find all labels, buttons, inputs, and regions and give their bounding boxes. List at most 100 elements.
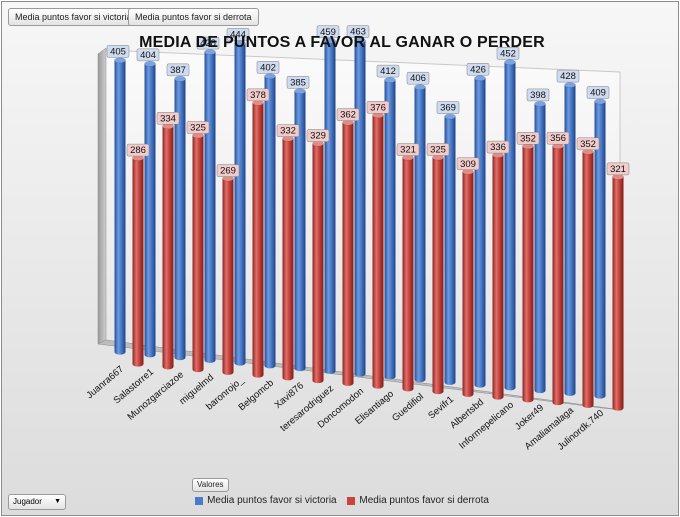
bar-victory-5[interactable] (264, 73, 276, 369)
bar-defeat-15[interactable] (582, 148, 594, 408)
bar-victory-3-body (204, 52, 216, 363)
label-victory-4-text: 444 (230, 29, 246, 40)
label-victory-13: 452 (496, 47, 520, 60)
axis-field-dropdown[interactable]: Jugador ▼ (8, 494, 66, 510)
label-defeat-11: 309 (456, 157, 480, 171)
bar-defeat-5[interactable] (282, 135, 294, 381)
label-defeat-12: 336 (486, 140, 510, 154)
bar-victory-9-cap (384, 77, 396, 83)
label-defeat-4-text: 378 (250, 90, 266, 101)
bar-defeat-1[interactable] (162, 123, 174, 370)
bar-victory-3[interactable] (204, 49, 216, 363)
bar-victory-7[interactable] (324, 37, 336, 374)
bar-victory-12-cap (474, 75, 486, 82)
x-tick-label: Sevifr1 (426, 394, 456, 421)
label-victory-3: 428 (196, 36, 220, 50)
label-defeat-0-box (126, 143, 150, 157)
bar-victory-15-cap (564, 82, 576, 88)
label-victory-5-box (256, 61, 280, 74)
bar-victory-16-body (594, 101, 606, 399)
bar-victory-6-cap (294, 88, 306, 95)
bar-defeat-0-body (132, 158, 144, 367)
bar-victory-10[interactable] (414, 84, 426, 383)
label-victory-9-text: 412 (380, 66, 396, 77)
bar-victory-0[interactable] (114, 57, 126, 355)
bar-victory-1-body (144, 63, 156, 358)
bar-defeat-4[interactable] (252, 99, 264, 378)
filter-victory-button[interactable]: Media puntos favor si victoria (8, 8, 139, 26)
label-defeat-5-box (276, 124, 300, 137)
bar-victory-13[interactable] (504, 59, 516, 391)
bar-victory-9[interactable] (384, 77, 396, 380)
bar-defeat-4-body (252, 102, 264, 378)
label-victory-4: 444 (226, 28, 250, 41)
bar-victory-10-cap (414, 84, 426, 91)
label-defeat-16: 321 (606, 162, 630, 176)
bar-victory-12[interactable] (474, 75, 486, 388)
label-victory-3-box (196, 36, 220, 50)
label-victory-10-text: 406 (410, 73, 426, 84)
bar-defeat-7-body (342, 122, 354, 386)
bar-victory-1[interactable] (144, 61, 156, 358)
bar-victory-6-body (294, 91, 306, 372)
label-defeat-1: 334 (156, 112, 180, 125)
values-field-button[interactable]: Valores (192, 478, 229, 492)
bar-defeat-14[interactable] (552, 143, 564, 406)
bar-defeat-7[interactable] (342, 119, 354, 386)
bar-defeat-13[interactable] (522, 143, 534, 403)
label-victory-1-text: 404 (140, 50, 156, 61)
bar-defeat-8-body (372, 115, 384, 389)
legend-item-victory: Media puntos favor si victoria (195, 495, 337, 506)
bar-victory-16[interactable] (594, 98, 606, 399)
bar-victory-14[interactable] (534, 101, 546, 394)
label-victory-3-text: 428 (200, 38, 216, 49)
bar-victory-5-body (264, 76, 276, 369)
label-victory-14-text: 398 (530, 90, 546, 101)
bar-defeat-2[interactable] (192, 132, 204, 373)
bar-victory-15[interactable] (564, 82, 576, 396)
legend-label-victory: Media puntos favor si victoria (207, 495, 337, 506)
label-victory-8-text: 463 (350, 27, 366, 38)
bar-victory-2[interactable] (174, 76, 186, 361)
bar-defeat-11[interactable] (462, 168, 474, 397)
bar-defeat-10[interactable] (432, 154, 444, 395)
label-defeat-2: 325 (186, 121, 210, 134)
label-victory-15-box (556, 69, 580, 83)
bar-defeat-3[interactable] (222, 175, 234, 375)
label-defeat-15-text: 352 (580, 139, 596, 150)
label-defeat-9: 321 (396, 143, 420, 156)
label-defeat-16-box (606, 162, 630, 176)
bar-victory-8[interactable] (354, 37, 366, 377)
label-defeat-14: 356 (546, 131, 570, 145)
bar-defeat-9[interactable] (402, 154, 414, 392)
label-victory-12: 426 (466, 63, 490, 76)
bar-victory-8-body (354, 40, 366, 377)
bar-defeat-16-body (612, 176, 624, 411)
label-victory-9-box (376, 64, 400, 78)
label-defeat-10-text: 325 (430, 145, 446, 156)
label-victory-7-box (316, 25, 340, 39)
label-victory-12-box (466, 63, 490, 76)
filter-defeat-button[interactable]: Media puntos favor si derrota (128, 8, 259, 26)
label-defeat-12-text: 336 (490, 142, 506, 153)
bar-victory-4[interactable] (234, 40, 246, 366)
bar-victory-11[interactable] (444, 113, 456, 385)
bar-victory-6[interactable] (294, 88, 306, 372)
bar-defeat-0[interactable] (132, 155, 144, 367)
bar-defeat-8[interactable] (372, 112, 384, 389)
axis-field-label: Jugador (13, 497, 42, 506)
bar-victory-2-cap (174, 76, 186, 82)
label-defeat-9-box (396, 143, 420, 156)
label-defeat-10-box (426, 143, 450, 156)
bar-victory-0-cap (114, 57, 126, 64)
bar-defeat-16[interactable] (612, 174, 624, 411)
label-defeat-5-text: 332 (280, 126, 296, 137)
bar-defeat-12[interactable] (492, 152, 504, 400)
label-victory-7: 459 (316, 25, 340, 39)
label-victory-11: 369 (436, 101, 460, 114)
label-victory-10: 406 (406, 71, 430, 85)
bar-defeat-1-body (162, 126, 174, 370)
bar-victory-11-cap (444, 113, 456, 120)
bar-defeat-6[interactable] (312, 140, 324, 384)
label-defeat-13: 352 (516, 132, 540, 145)
